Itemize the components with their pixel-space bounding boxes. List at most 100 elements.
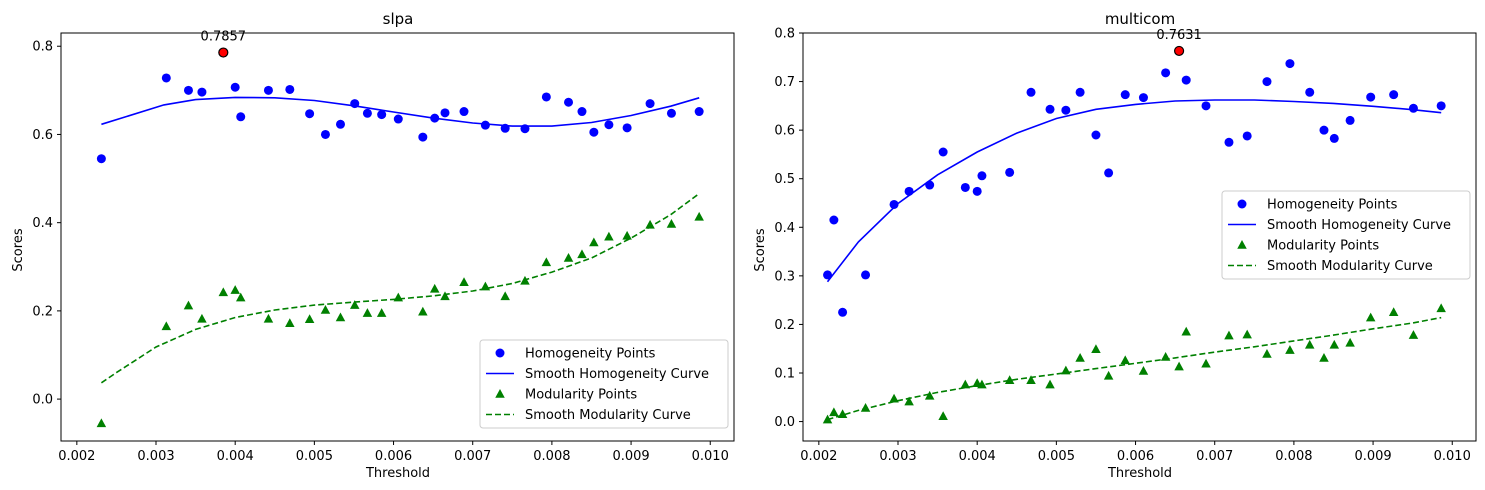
modularity-point	[376, 308, 387, 317]
homogeneity-point	[861, 270, 871, 280]
x-tick-label: 0.002	[58, 449, 95, 464]
legend-label: Smooth Modularity Curve	[525, 408, 691, 423]
homogeneity-point	[1436, 101, 1446, 111]
homogeneity-point	[838, 307, 848, 317]
homogeneity-point	[230, 82, 240, 92]
modularity-point	[1408, 330, 1419, 339]
homogeneity-point	[183, 85, 193, 95]
legend: Homogeneity Points Smooth Homogeneity Cur…	[479, 339, 729, 429]
homogeneity-point	[1181, 75, 1191, 85]
smooth-modularity-curve	[827, 316, 1442, 421]
modularity-point	[349, 300, 360, 309]
homogeneity-point	[1045, 104, 1055, 114]
homogeneity-point	[1242, 131, 1252, 141]
modularity-point	[889, 393, 899, 403]
modularity-point	[440, 291, 450, 301]
modularity-point	[1329, 339, 1340, 349]
legend-modularity-marker	[495, 389, 505, 398]
homogeneity-point	[604, 120, 614, 130]
modularity-point	[1262, 349, 1272, 358]
homogeneity-point	[960, 182, 970, 192]
homogeneity-point	[694, 107, 704, 117]
x-tick-label: 0.008	[1275, 449, 1312, 464]
homogeneity-point	[362, 108, 372, 118]
modularity-point	[1026, 375, 1036, 385]
modularity-point	[1319, 352, 1329, 362]
homogeneity-point	[1408, 103, 1418, 113]
homogeneity-point	[645, 99, 655, 109]
homogeneity-point	[1262, 77, 1272, 87]
homogeneity-point	[263, 85, 273, 95]
y-tick-label: 0.7	[774, 75, 795, 90]
modularity-point	[577, 249, 587, 259]
y-tick-label: 0.0	[32, 393, 53, 408]
homogeneity-point	[236, 112, 246, 122]
homogeneity-point	[1366, 92, 1376, 102]
max-value-annotation: 0.7631	[1156, 28, 1202, 43]
smooth-homogeneity-curve	[826, 99, 1442, 283]
x-tick-label: 0.009	[612, 449, 649, 464]
modularity-point	[1436, 303, 1446, 313]
legend: Homogeneity Points Smooth Homogeneity Cur…	[1221, 190, 1471, 280]
homogeneity-point	[96, 154, 106, 164]
x-tick-label: 0.008	[533, 449, 570, 464]
legend-modularity-marker	[1237, 240, 1247, 249]
homogeneity-point	[666, 108, 676, 118]
y-tick-label: 0.5	[774, 172, 795, 187]
modularity-point	[977, 379, 987, 389]
modularity-point	[645, 219, 655, 229]
modularity-point	[1160, 351, 1171, 361]
chart-panel-multicom: multicom Threshold Scores 0.002 0.003 0.00…	[753, 10, 1477, 481]
homogeneity-point	[440, 108, 450, 118]
modularity-point	[362, 308, 373, 317]
homogeneity-point	[1345, 115, 1355, 125]
modularity-point	[860, 402, 871, 412]
homogeneity-point	[350, 99, 360, 109]
modularity-point	[938, 411, 948, 420]
modularity-point	[541, 257, 552, 267]
x-tick-label: 0.007	[454, 449, 491, 464]
modularity-point	[837, 409, 848, 419]
modularity-point	[904, 396, 914, 406]
homogeneity-point	[1061, 105, 1071, 115]
modularity-point	[304, 314, 315, 324]
x-tick-label: 0.009	[1354, 449, 1391, 464]
y-tick-label: 0.6	[32, 128, 53, 143]
x-axis-label: Threshold	[1107, 466, 1172, 481]
max-homogeneity-marker	[1173, 45, 1185, 57]
homogeneity-point	[305, 109, 315, 119]
homogeneity-point	[335, 119, 345, 129]
homogeneity-point	[925, 180, 935, 190]
legend-label: Homogeneity Points	[525, 347, 656, 362]
modularity-point	[1181, 326, 1191, 336]
modularity-point	[1045, 379, 1055, 389]
modularity-point	[666, 218, 677, 228]
homogeneity-point	[393, 114, 403, 124]
modularity-point	[1285, 345, 1295, 354]
homogeneity-point	[1161, 68, 1171, 78]
x-tick-label: 0.003	[137, 449, 174, 464]
max-value-annotation: 0.7857	[201, 30, 247, 45]
modularity-point	[694, 211, 704, 221]
x-tick-label: 0.007	[1196, 449, 1233, 464]
modularity-point	[1174, 361, 1184, 371]
homogeneity-point	[1319, 125, 1329, 135]
modularity-point	[459, 277, 469, 286]
homogeneity-point	[1005, 167, 1015, 177]
modularity-point	[1388, 307, 1399, 317]
homogeneity-point	[1075, 87, 1085, 97]
y-tick-label: 0.2	[774, 318, 795, 333]
x-tick-label: 0.010	[1434, 449, 1471, 464]
homogeneity-point	[977, 171, 987, 181]
modularity-point	[320, 304, 331, 314]
legend-label: Modularity Points	[1267, 239, 1379, 254]
legend-box	[479, 339, 729, 429]
modularity-point	[1138, 366, 1149, 375]
y-axis-label: Scores	[11, 228, 26, 271]
homogeneity-point	[430, 113, 440, 123]
homogeneity-point	[1104, 168, 1114, 178]
homogeneity-point	[320, 129, 330, 139]
y-tick-label: 0.4	[32, 216, 53, 231]
plot-content	[96, 48, 704, 428]
homogeneity-point	[520, 124, 530, 134]
